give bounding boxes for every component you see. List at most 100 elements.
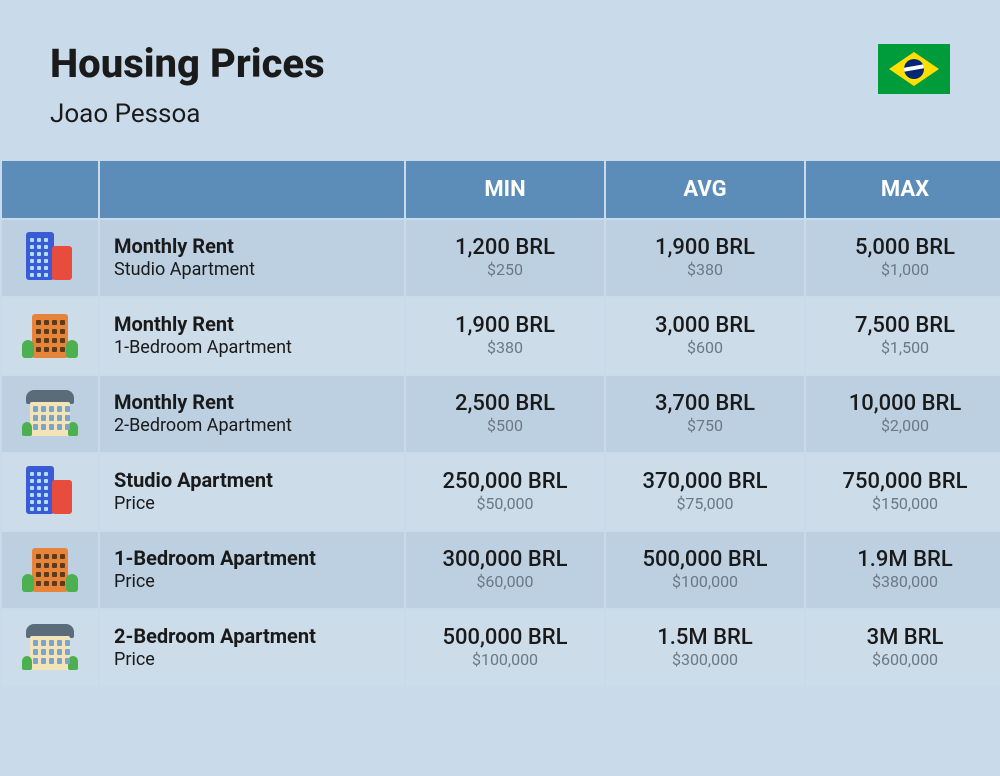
- brazil-flag-icon: [878, 44, 950, 94]
- col-header-label: [100, 161, 404, 218]
- pricing-table: MIN AVG MAX Monthly Rent Studio Apartmen…: [0, 159, 1000, 688]
- row-label-cell: 2-Bedroom Apartment Price: [100, 610, 404, 686]
- avg-secondary: $100,000: [616, 572, 794, 593]
- row-subtitle: Price: [114, 492, 394, 515]
- min-secondary: $60,000: [416, 572, 594, 593]
- row-avg-cell: 3,700 BRL $750: [606, 376, 804, 452]
- table-row: 2-Bedroom Apartment Price 500,000 BRL $1…: [2, 610, 1000, 686]
- medium-building-icon: [22, 544, 78, 592]
- row-subtitle: Price: [114, 570, 394, 593]
- col-header-max: MAX: [806, 161, 1000, 218]
- row-subtitle: Studio Apartment: [114, 258, 394, 281]
- tall-buildings-icon: [22, 232, 78, 280]
- row-title: Monthly Rent: [114, 234, 394, 258]
- min-secondary: $100,000: [416, 650, 594, 671]
- avg-primary: 1,900 BRL: [616, 235, 794, 260]
- row-icon-cell: [2, 220, 98, 296]
- row-min-cell: 250,000 BRL $50,000: [406, 454, 604, 530]
- row-subtitle: 2-Bedroom Apartment: [114, 414, 394, 437]
- row-max-cell: 10,000 BRL $2,000: [806, 376, 1000, 452]
- max-primary: 1.9M BRL: [816, 547, 994, 572]
- min-primary: 500,000 BRL: [416, 625, 594, 650]
- table-row: Studio Apartment Price 250,000 BRL $50,0…: [2, 454, 1000, 530]
- row-title: Studio Apartment: [114, 468, 394, 492]
- min-secondary: $50,000: [416, 494, 594, 515]
- avg-secondary: $750: [616, 416, 794, 437]
- row-min-cell: 2,500 BRL $500: [406, 376, 604, 452]
- page-subtitle: Joao Pessoa: [50, 99, 325, 129]
- row-title: Monthly Rent: [114, 312, 394, 336]
- table-header-row: MIN AVG MAX: [2, 161, 1000, 218]
- max-secondary: $150,000: [816, 494, 994, 515]
- avg-secondary: $300,000: [616, 650, 794, 671]
- tall-buildings-icon: [22, 466, 78, 514]
- avg-primary: 370,000 BRL: [616, 469, 794, 494]
- row-max-cell: 1.9M BRL $380,000: [806, 532, 1000, 608]
- table-row: Monthly Rent Studio Apartment 1,200 BRL …: [2, 220, 1000, 296]
- avg-secondary: $600: [616, 338, 794, 359]
- medium-building-icon: [22, 310, 78, 358]
- col-header-min: MIN: [406, 161, 604, 218]
- row-label-cell: Studio Apartment Price: [100, 454, 404, 530]
- row-title: Monthly Rent: [114, 390, 394, 414]
- min-primary: 300,000 BRL: [416, 547, 594, 572]
- row-min-cell: 1,200 BRL $250: [406, 220, 604, 296]
- avg-primary: 3,700 BRL: [616, 391, 794, 416]
- row-avg-cell: 500,000 BRL $100,000: [606, 532, 804, 608]
- row-max-cell: 3M BRL $600,000: [806, 610, 1000, 686]
- row-max-cell: 750,000 BRL $150,000: [806, 454, 1000, 530]
- min-primary: 1,900 BRL: [416, 313, 594, 338]
- row-min-cell: 1,900 BRL $380: [406, 298, 604, 374]
- min-secondary: $250: [416, 260, 594, 281]
- row-avg-cell: 1.5M BRL $300,000: [606, 610, 804, 686]
- min-primary: 2,500 BRL: [416, 391, 594, 416]
- max-primary: 750,000 BRL: [816, 469, 994, 494]
- house-icon: [22, 622, 78, 670]
- title-block: Housing Prices Joao Pessoa: [50, 40, 325, 129]
- row-icon-cell: [2, 298, 98, 374]
- row-min-cell: 300,000 BRL $60,000: [406, 532, 604, 608]
- avg-primary: 500,000 BRL: [616, 547, 794, 572]
- avg-primary: 3,000 BRL: [616, 313, 794, 338]
- max-secondary: $1,000: [816, 260, 994, 281]
- row-label-cell: Monthly Rent 1-Bedroom Apartment: [100, 298, 404, 374]
- table-row: Monthly Rent 2-Bedroom Apartment 2,500 B…: [2, 376, 1000, 452]
- row-min-cell: 500,000 BRL $100,000: [406, 610, 604, 686]
- avg-secondary: $75,000: [616, 494, 794, 515]
- row-icon-cell: [2, 610, 98, 686]
- min-secondary: $500: [416, 416, 594, 437]
- max-secondary: $600,000: [816, 650, 994, 671]
- avg-secondary: $380: [616, 260, 794, 281]
- row-avg-cell: 3,000 BRL $600: [606, 298, 804, 374]
- min-primary: 250,000 BRL: [416, 469, 594, 494]
- row-subtitle: Price: [114, 648, 394, 671]
- row-icon-cell: [2, 454, 98, 530]
- row-title: 1-Bedroom Apartment: [114, 546, 394, 570]
- min-secondary: $380: [416, 338, 594, 359]
- avg-primary: 1.5M BRL: [616, 625, 794, 650]
- table-row: 1-Bedroom Apartment Price 300,000 BRL $6…: [2, 532, 1000, 608]
- col-header-avg: AVG: [606, 161, 804, 218]
- row-subtitle: 1-Bedroom Apartment: [114, 336, 394, 359]
- row-max-cell: 7,500 BRL $1,500: [806, 298, 1000, 374]
- max-secondary: $1,500: [816, 338, 994, 359]
- row-icon-cell: [2, 376, 98, 452]
- row-label-cell: Monthly Rent 2-Bedroom Apartment: [100, 376, 404, 452]
- row-avg-cell: 370,000 BRL $75,000: [606, 454, 804, 530]
- house-icon: [22, 388, 78, 436]
- max-primary: 5,000 BRL: [816, 235, 994, 260]
- row-title: 2-Bedroom Apartment: [114, 624, 394, 648]
- row-avg-cell: 1,900 BRL $380: [606, 220, 804, 296]
- row-label-cell: Monthly Rent Studio Apartment: [100, 220, 404, 296]
- row-max-cell: 5,000 BRL $1,000: [806, 220, 1000, 296]
- max-primary: 10,000 BRL: [816, 391, 994, 416]
- row-icon-cell: [2, 532, 98, 608]
- page-header: Housing Prices Joao Pessoa: [0, 0, 1000, 159]
- table-row: Monthly Rent 1-Bedroom Apartment 1,900 B…: [2, 298, 1000, 374]
- row-label-cell: 1-Bedroom Apartment Price: [100, 532, 404, 608]
- page-title: Housing Prices: [50, 40, 325, 87]
- max-secondary: $380,000: [816, 572, 994, 593]
- max-primary: 3M BRL: [816, 625, 994, 650]
- max-primary: 7,500 BRL: [816, 313, 994, 338]
- col-header-icon: [2, 161, 98, 218]
